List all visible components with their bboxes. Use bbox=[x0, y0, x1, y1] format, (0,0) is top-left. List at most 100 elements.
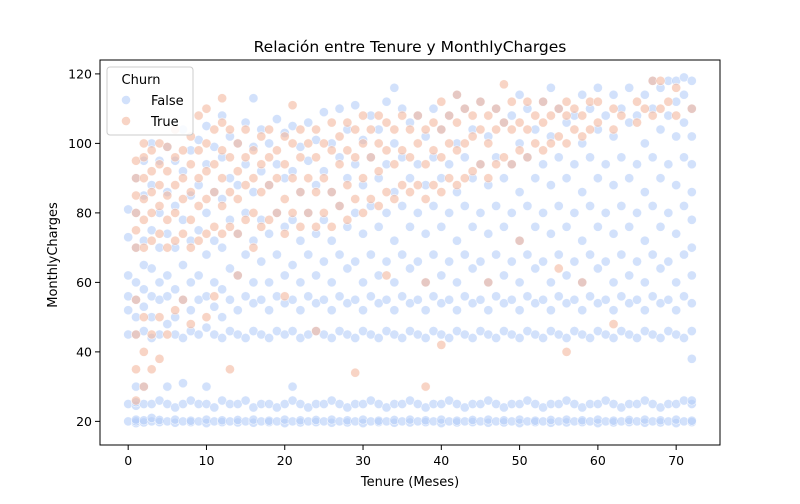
legend-title: Churn bbox=[122, 73, 161, 88]
data-point bbox=[295, 124, 306, 135]
data-point bbox=[217, 201, 228, 211]
data-point bbox=[389, 159, 400, 170]
data-point bbox=[663, 294, 674, 305]
data-point bbox=[561, 110, 572, 121]
data-point bbox=[663, 256, 674, 267]
data-point bbox=[686, 214, 697, 225]
data-point bbox=[381, 270, 392, 281]
data-point bbox=[248, 145, 259, 156]
data-point bbox=[577, 131, 588, 142]
data-point bbox=[553, 152, 564, 163]
data-point bbox=[467, 263, 478, 274]
data-point bbox=[225, 294, 235, 305]
data-point bbox=[381, 187, 392, 197]
data-point bbox=[138, 346, 149, 357]
data-point bbox=[295, 277, 306, 288]
data-point bbox=[514, 235, 525, 246]
x-tick-label: 20 bbox=[277, 453, 293, 468]
data-point bbox=[154, 277, 165, 288]
data-point bbox=[491, 103, 502, 114]
data-point bbox=[624, 173, 635, 184]
data-point bbox=[146, 364, 157, 375]
data-point bbox=[679, 291, 689, 302]
legend-marker bbox=[121, 116, 131, 126]
data-point bbox=[193, 110, 204, 121]
data-point bbox=[287, 138, 298, 149]
data-point bbox=[350, 367, 361, 378]
data-point bbox=[546, 138, 556, 149]
data-point bbox=[639, 138, 650, 149]
data-point bbox=[499, 221, 509, 232]
data-point bbox=[373, 201, 384, 211]
data-point bbox=[686, 415, 697, 426]
data-point bbox=[499, 270, 509, 281]
y-tick-label: 20 bbox=[76, 414, 92, 429]
data-point bbox=[647, 201, 658, 211]
data-point bbox=[530, 263, 541, 274]
data-point bbox=[412, 110, 423, 121]
data-point bbox=[506, 96, 517, 107]
data-point bbox=[264, 152, 274, 163]
data-point bbox=[420, 228, 431, 239]
data-point bbox=[154, 159, 165, 170]
data-point bbox=[240, 152, 251, 163]
data-point bbox=[592, 82, 603, 93]
data-point bbox=[232, 138, 243, 149]
data-point bbox=[459, 291, 470, 302]
data-point bbox=[217, 117, 228, 128]
data-point bbox=[671, 110, 682, 121]
data-point bbox=[295, 187, 306, 197]
data-point bbox=[193, 270, 204, 281]
data-point bbox=[452, 117, 462, 128]
data-point bbox=[264, 333, 274, 343]
data-point bbox=[546, 82, 556, 93]
data-point bbox=[444, 138, 455, 149]
data-point bbox=[264, 180, 274, 190]
data-point bbox=[592, 117, 603, 128]
data-point bbox=[546, 180, 556, 190]
data-point bbox=[326, 187, 337, 197]
data-point bbox=[248, 242, 259, 253]
data-point bbox=[569, 294, 580, 305]
data-point bbox=[420, 277, 431, 288]
data-point bbox=[178, 145, 188, 156]
data-point bbox=[647, 249, 658, 260]
data-point bbox=[459, 201, 470, 211]
data-point bbox=[412, 207, 423, 218]
data-point bbox=[608, 124, 619, 135]
data-point bbox=[248, 93, 259, 104]
data-point bbox=[201, 138, 212, 149]
data-point bbox=[420, 124, 431, 135]
data-point bbox=[561, 221, 572, 232]
data-point bbox=[522, 96, 533, 107]
data-point bbox=[154, 228, 165, 239]
data-point bbox=[514, 333, 525, 343]
data-point bbox=[475, 207, 486, 218]
y-tick-label: 40 bbox=[76, 344, 92, 359]
data-point bbox=[514, 89, 525, 100]
data-point bbox=[585, 291, 595, 302]
data-point bbox=[600, 110, 611, 121]
data-point bbox=[248, 207, 259, 218]
data-point bbox=[506, 124, 517, 135]
data-point bbox=[655, 333, 666, 343]
data-point bbox=[546, 110, 556, 121]
data-point bbox=[209, 291, 220, 302]
data-point bbox=[334, 131, 345, 142]
data-point bbox=[279, 291, 290, 302]
data-point bbox=[162, 242, 173, 253]
data-point bbox=[585, 333, 595, 343]
data-point bbox=[295, 152, 306, 163]
data-point bbox=[138, 173, 149, 184]
data-point bbox=[334, 103, 345, 114]
data-point bbox=[217, 284, 228, 295]
data-point bbox=[201, 249, 212, 260]
data-point bbox=[138, 381, 149, 392]
data-point bbox=[389, 194, 400, 204]
data-point bbox=[483, 110, 494, 121]
data-point bbox=[639, 187, 650, 197]
data-point bbox=[232, 305, 243, 316]
data-point bbox=[405, 173, 415, 184]
data-point bbox=[475, 159, 486, 170]
legend-marker bbox=[121, 95, 131, 105]
